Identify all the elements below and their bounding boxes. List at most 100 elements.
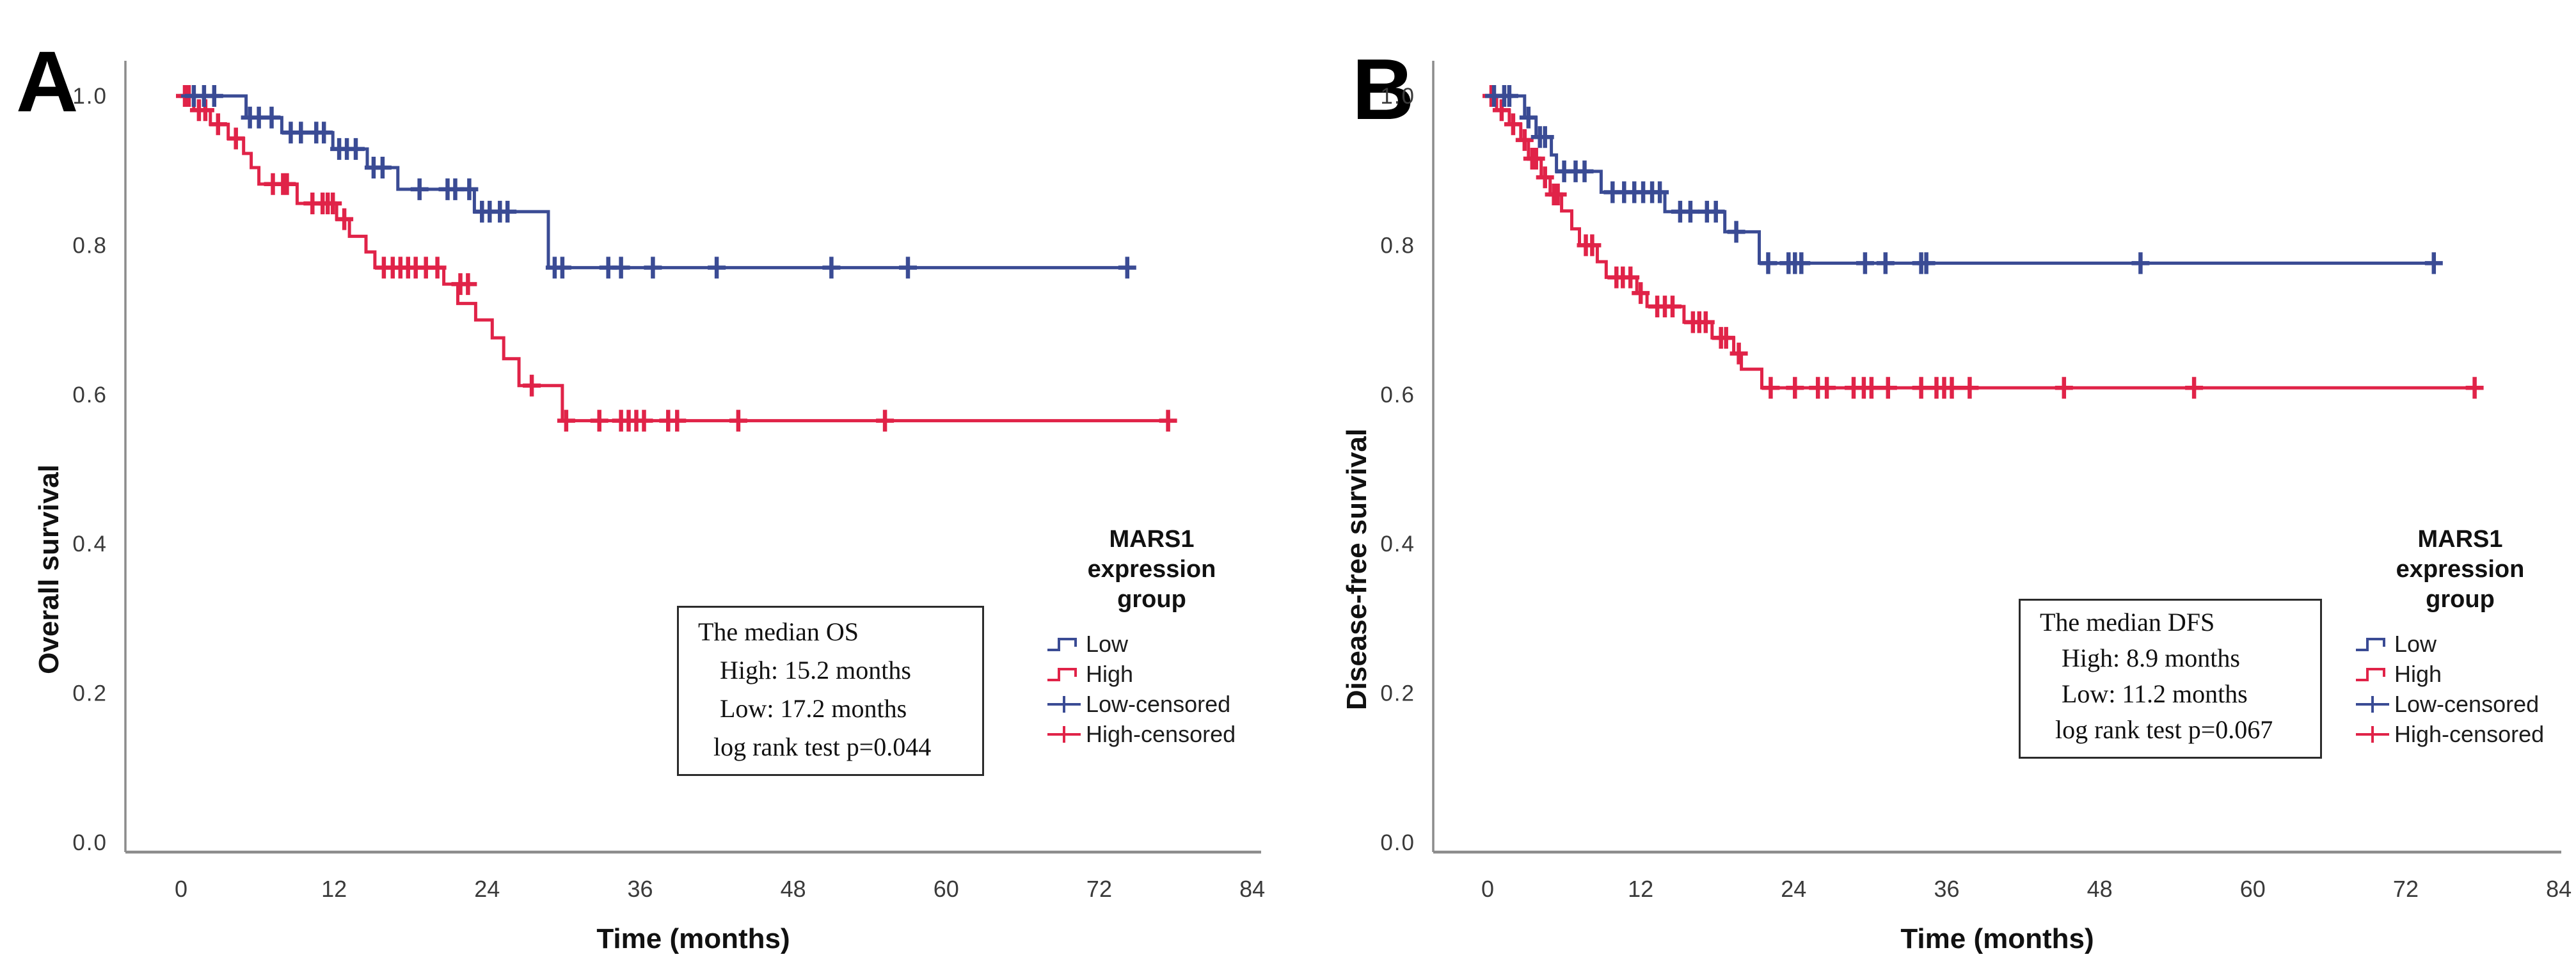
y-tick-label: 0.0	[72, 830, 107, 855]
legend-label: High-censored	[2394, 720, 2545, 747]
x-tick-label: 72	[2393, 876, 2419, 902]
censor-plus-icon	[2465, 377, 2484, 399]
legend-label: Low-censored	[1086, 690, 1231, 717]
censor-marks-low	[184, 85, 1136, 279]
legend-item-high: High	[1046, 659, 1257, 689]
legend-label: High	[2394, 660, 2442, 687]
censor-plus-icon	[1761, 377, 1780, 399]
x-tick-label: 24	[474, 876, 500, 902]
censor-marks-high	[176, 85, 1177, 432]
x-tick-label: 36	[627, 876, 653, 902]
censor-plus-icon	[2055, 377, 2073, 399]
censor-plus-icon	[1727, 221, 1745, 243]
censor-plus-icon	[1786, 377, 1804, 399]
censor-plus-icon	[2131, 252, 2150, 274]
censor-plus-icon	[708, 257, 726, 279]
censor-plus-icon	[1118, 257, 1136, 279]
x-tick-label: 60	[2240, 876, 2266, 902]
censor-plus-icon	[1943, 377, 1961, 399]
censor-plus-icon	[1500, 85, 1518, 107]
censor-plus-icon	[324, 193, 342, 214]
censor-plus-icon	[428, 257, 447, 279]
censor-plus-icon	[1575, 160, 1594, 182]
x-tick-label: 48	[781, 876, 806, 902]
censor-plus-icon	[523, 374, 541, 397]
plus-censor-icon	[1047, 725, 1081, 743]
legend-item-low: Low	[2355, 629, 2566, 659]
censor-plus-icon	[1536, 126, 1554, 148]
x-tick-label: 24	[1781, 876, 1806, 902]
censor-plus-icon	[2185, 377, 2204, 399]
censor-plus-icon	[227, 127, 245, 150]
step-line-icon	[2356, 637, 2385, 651]
censor-plus-icon	[1717, 327, 1735, 349]
legend-label: Low-censored	[2394, 690, 2540, 717]
censor-plus-icon	[460, 178, 479, 200]
survival-curve-high	[1488, 94, 2475, 390]
censor-plus-icon	[498, 200, 517, 223]
y-axis-title: Disease-free survival	[1341, 429, 1372, 710]
km-plot-overall-survival: 0 12 24 36 48 60 72 84 0.0 0.2 0.4 0.6 0.8 1.0 Time (m…	[33, 61, 1265, 954]
censor-plus-icon	[553, 257, 571, 279]
censor-plus-icon	[1621, 266, 1640, 289]
censor-plus-icon	[1818, 377, 1836, 399]
censor-plus-icon	[1515, 129, 1534, 151]
legend-item-low-censored: Low-censored	[2355, 689, 2566, 719]
censor-plus-icon	[1651, 181, 1669, 203]
annotation-title: The median DFS	[2040, 608, 2215, 637]
legend-item-high: High	[2355, 659, 2566, 689]
median-survival-annotation: The median OS High: 15.2 months Low: 17.…	[677, 606, 984, 776]
annotation-title: The median OS	[698, 617, 859, 646]
y-tick-label: 0.8	[1380, 233, 1415, 258]
censor-plus-icon	[1876, 252, 1895, 274]
survival-curve-high	[181, 94, 1168, 423]
x-tick-label: 12	[321, 876, 347, 902]
censor-plus-icon	[278, 173, 296, 195]
censor-plus-icon	[1681, 200, 1699, 223]
legend-item-low: Low	[1046, 629, 1257, 659]
median-survival-annotation: The median DFS High: 8.9 months Low: 11.…	[2019, 599, 2322, 759]
censor-plus-icon	[1159, 409, 1177, 432]
legend-item-low-censored: Low-censored	[1046, 689, 1257, 719]
censor-plus-icon	[1879, 377, 1897, 399]
censor-plus-icon	[1504, 113, 1522, 136]
y-tick-label: 0.6	[72, 383, 107, 407]
censor-plus-icon	[292, 122, 310, 144]
censor-plus-icon	[899, 257, 917, 279]
legend-label: High	[1086, 660, 1134, 687]
censor-plus-icon	[373, 157, 392, 178]
plus-censor-icon	[2356, 695, 2389, 713]
censor-plus-icon	[590, 409, 608, 432]
y-axis-title: Overall survival	[33, 464, 65, 674]
censor-plus-icon	[1862, 377, 1880, 399]
panel-overall-survival: A 0 12 24 36 48 60 72 84 0.0 0.2 0.4 0.6 0.8 1.0 Time …	[16, 33, 1265, 954]
legend-title: MARS1 expression group	[2396, 526, 2525, 613]
x-axis-title: Time (months)	[1900, 923, 2094, 954]
step-line-icon	[1047, 667, 1077, 681]
x-tick-label: 12	[1628, 876, 1653, 902]
censor-marks-low	[1485, 85, 2443, 274]
step-line-icon	[2356, 667, 2385, 681]
y-tick-label: 0.2	[1380, 681, 1415, 706]
annotation-low: Low: 11.2 months	[2062, 679, 2248, 708]
panel-disease-free-survival: B 0 12 24 36 48 60 72 84 0.0 0.2 0.4 0.6 0.8 1.0 Time …	[1288, 0, 2576, 973]
censor-plus-icon	[1527, 148, 1545, 170]
censor-plus-icon	[644, 257, 662, 279]
censor-plus-icon	[1792, 252, 1811, 274]
x-axis-title: Time (months)	[596, 923, 790, 954]
annotation-low: Low: 17.2 months	[720, 694, 907, 723]
y-tick-label: 0.2	[72, 681, 107, 706]
censor-plus-icon	[262, 106, 281, 129]
censor-plus-icon	[209, 113, 227, 136]
censor-plus-icon	[459, 273, 477, 296]
censor-plus-icon	[347, 138, 365, 160]
legend-label: Low	[1086, 630, 1129, 657]
censor-plus-icon	[1729, 342, 1748, 365]
y-tick-label: 0.4	[72, 532, 107, 557]
y-tick-label: 0.8	[72, 233, 107, 258]
x-tick-label: 0	[175, 876, 187, 902]
annotation-high: High: 8.9 months	[2062, 644, 2240, 672]
censor-plus-icon	[1856, 252, 1874, 274]
panel-letter: A	[16, 33, 79, 130]
censor-marks-high	[1483, 85, 2484, 399]
